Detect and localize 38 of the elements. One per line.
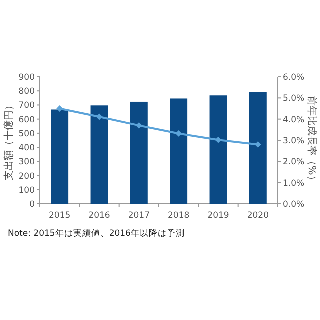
- point: [56, 106, 64, 112]
- y2-tick-label: 1.0%: [283, 178, 305, 189]
- y-tick-label: 100: [18, 186, 35, 196]
- bar: [90, 106, 108, 204]
- point: [136, 122, 142, 129]
- x-tick-label: 2015: [49, 211, 71, 221]
- y-tick-label: 700: [18, 101, 35, 112]
- bar: [51, 110, 69, 204]
- x-tick-label: 2019: [208, 211, 230, 221]
- text: Note: 2015年は実績値、2016年以降は予測: [8, 228, 185, 239]
- y-tick-label: 400: [18, 144, 35, 154]
- y2-tick-label: 3.0%: [283, 136, 305, 146]
- y2-axis-title: 前年比成長率（%）: [306, 96, 318, 186]
- y-tick-label: 800: [18, 87, 35, 98]
- bar: [130, 102, 148, 204]
- bar: [210, 96, 228, 204]
- x-tick-label: 2018: [168, 211, 190, 221]
- y-tick-label: 600: [18, 115, 35, 126]
- point: [254, 142, 262, 148]
- bar: [170, 98, 188, 204]
- y2-tick-label: 5.0%: [283, 94, 305, 104]
- y-tick-label: 500: [18, 129, 35, 140]
- y-tick-label: 200: [18, 172, 35, 182]
- point: [176, 130, 182, 137]
- y2-tick-label: 4.0%: [283, 115, 305, 126]
- y-tick-label: 0: [30, 200, 35, 210]
- bar: [249, 92, 267, 204]
- y-tick-label: 300: [18, 158, 35, 168]
- point: [215, 136, 222, 144]
- y2-tick-label: 0.0%: [283, 200, 305, 210]
- x-tick-label: 2017: [128, 211, 150, 221]
- x-tick-label: 2016: [88, 211, 110, 221]
- y2-tick-label: 6.0%: [283, 73, 305, 83]
- point: [96, 114, 103, 120]
- y-axis-title: 支出額（十億円）: [3, 100, 15, 180]
- y-tick-label: 900: [18, 73, 35, 83]
- y2-tick-label: 2.0%: [283, 158, 305, 168]
- x-tick-label: 2020: [247, 211, 269, 221]
